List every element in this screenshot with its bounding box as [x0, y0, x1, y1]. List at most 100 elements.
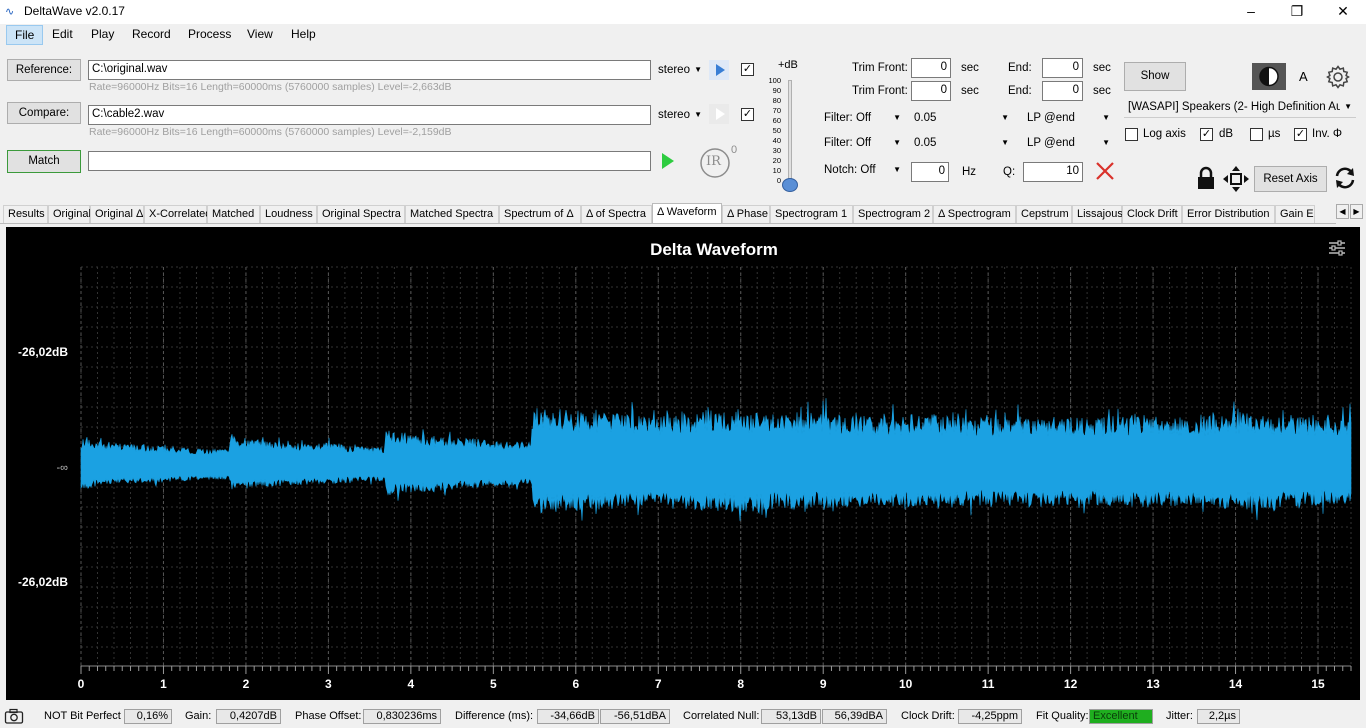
tab-2[interactable]: Original Δ: [90, 205, 144, 223]
menu-record[interactable]: Record: [132, 27, 171, 41]
notch-q-input[interactable]: 10: [1023, 162, 1083, 182]
reference-play-button[interactable]: [709, 60, 729, 80]
trim-end-unit-2: sec: [1093, 85, 1111, 97]
compare-play-button[interactable]: [709, 104, 729, 124]
trim-end-input-1[interactable]: 0: [1042, 58, 1083, 78]
chart-options-icon[interactable]: [1327, 239, 1347, 257]
tab-14[interactable]: Δ Spectrogram: [933, 205, 1016, 223]
minimize-icon[interactable]: –: [1247, 3, 1255, 19]
tab-0[interactable]: Results: [3, 205, 48, 223]
title-bar: ∿ DeltaWave v2.0.17 – ❐ ✕: [0, 0, 1366, 24]
filter-mode-2: LP @end: [1027, 137, 1075, 149]
level-slider-thumb[interactable]: [782, 178, 798, 192]
match-button[interactable]: Match: [7, 150, 81, 173]
tab-scroll-left-icon[interactable]: ◀: [1336, 204, 1349, 219]
tab-11[interactable]: Δ Phase: [722, 205, 770, 223]
match-run-button[interactable]: [657, 151, 677, 171]
menu-play[interactable]: Play: [91, 27, 115, 41]
trim-front-label-2: Trim Front:: [852, 85, 908, 97]
reference-path-input[interactable]: C:\original.wav: [88, 60, 651, 80]
clear-filters-icon[interactable]: [1094, 160, 1116, 182]
pan-move-icon[interactable]: [1222, 165, 1250, 193]
notch-type-select[interactable]: Notch: Off ▼: [820, 161, 905, 181]
filter-type-value-2: Filter: Off: [824, 137, 872, 149]
tab-7[interactable]: Matched Spectra: [405, 205, 499, 223]
difference-label: Difference (ms):: [455, 710, 534, 722]
lock-icon[interactable]: [1195, 165, 1217, 191]
menu-edit[interactable]: Edit: [52, 27, 73, 41]
reference-button[interactable]: Reference:: [7, 59, 81, 81]
menu-file[interactable]: File: [6, 25, 44, 45]
us-checkbox[interactable]: [1250, 128, 1263, 141]
menu-view[interactable]: View: [247, 27, 273, 41]
filter-mode-select-1[interactable]: LP @end ▼: [1023, 109, 1114, 129]
chevron-down-icon: ▼: [1001, 138, 1009, 147]
filter-value-2: 0.05: [914, 137, 937, 149]
gain-value: 0,4207dB: [216, 709, 281, 724]
compare-button[interactable]: Compare:: [7, 102, 81, 124]
camera-icon[interactable]: [4, 707, 24, 725]
filter-mode-select-2[interactable]: LP @end ▼: [1023, 134, 1114, 154]
x-tick-label: 5: [490, 677, 497, 691]
tab-6[interactable]: Original Spectra: [317, 205, 405, 223]
dark-mode-toggle[interactable]: [1252, 63, 1286, 90]
tab-19[interactable]: Gain E: [1275, 205, 1315, 223]
tab-9[interactable]: Δ of Spectra: [581, 205, 652, 223]
trim-front-input-1[interactable]: 0: [911, 58, 951, 78]
show-button[interactable]: Show: [1124, 62, 1186, 91]
filter-value-select-1[interactable]: 0.05 ▼: [910, 109, 1013, 129]
output-device-value: [WASAPI] Speakers (2- High Definition Au…: [1128, 101, 1340, 113]
tab-scroll-buttons: ◀ ▶: [1336, 204, 1363, 220]
level-slider[interactable]: 100 90 80 70 60 50 40 30 20 10 0: [760, 76, 800, 194]
trim-front-input-2[interactable]: 0: [911, 81, 951, 101]
trim-end-input-2[interactable]: 0: [1042, 81, 1083, 101]
reset-axis-button[interactable]: Reset Axis: [1254, 166, 1327, 192]
level-slider-tick: 100: [768, 76, 781, 85]
tab-18[interactable]: Error Distribution: [1182, 205, 1275, 223]
font-size-button[interactable]: A: [1299, 69, 1308, 84]
tab-3[interactable]: X-Correlated: [144, 205, 211, 223]
reference-channel-select[interactable]: stereo ▼: [654, 61, 706, 81]
ir-button[interactable]: IR 0: [698, 144, 738, 180]
filter-type-select-2[interactable]: Filter: Off ▼: [820, 134, 905, 154]
log-axis-checkbox[interactable]: [1125, 128, 1138, 141]
tab-13[interactable]: Spectrogram 2: [853, 205, 933, 223]
tab-5[interactable]: Loudness: [260, 205, 317, 223]
compare-enable-checkbox[interactable]: ✓: [741, 108, 754, 121]
reference-enable-checkbox[interactable]: ✓: [741, 63, 754, 76]
tab-10[interactable]: Δ Waveform: [652, 203, 722, 223]
play-icon: [716, 64, 725, 76]
notch-unit: Hz: [962, 166, 977, 178]
gain-label: Gain:: [185, 710, 212, 722]
settings-gear-icon[interactable]: [1325, 64, 1351, 90]
notch-frequency-input[interactable]: 0: [911, 162, 949, 182]
filter-type-select-1[interactable]: Filter: Off ▼: [820, 109, 905, 129]
filter-value-select-2[interactable]: 0.05 ▼: [910, 134, 1013, 154]
play-icon: [662, 153, 674, 169]
tab-15[interactable]: Cepstrum: [1016, 205, 1072, 223]
tab-17[interactable]: Clock Drift: [1122, 205, 1182, 223]
compare-channel-select[interactable]: stereo ▼: [654, 106, 706, 126]
tab-1[interactable]: Original: [48, 205, 91, 223]
level-slider-tick: 0: [776, 176, 781, 185]
output-device-select[interactable]: [WASAPI] Speakers (2- High Definition Au…: [1124, 98, 1356, 118]
tab-4[interactable]: Matched: [207, 205, 260, 223]
x-tick-label: 9: [820, 677, 827, 691]
tab-strip: Results Original Original Δ X-Correlated Mat…: [0, 203, 1336, 224]
refresh-icon[interactable]: [1332, 165, 1358, 191]
restore-icon[interactable]: ❐: [1290, 3, 1304, 19]
tab-12[interactable]: Spectrogram 1: [770, 205, 853, 223]
close-icon[interactable]: ✕: [1337, 3, 1349, 19]
delta-waveform-chart[interactable]: Delta Waveform 0 1 2 3 4 5 6 7 8 9 10 11 12 13 14 15 -26,…: [6, 227, 1360, 700]
menu-process[interactable]: Process: [188, 27, 232, 41]
waveform-area: [80, 398, 1352, 521]
clock-drift-value: -4,25ppm: [958, 709, 1022, 724]
tab-16[interactable]: Lissajous: [1072, 205, 1123, 223]
tab-8[interactable]: Spectrum of Δ: [499, 205, 581, 223]
compare-path-input[interactable]: C:\cable2.wav: [88, 105, 651, 125]
filter-mode-1: LP @end: [1027, 112, 1075, 124]
tab-scroll-right-icon[interactable]: ▶: [1350, 204, 1363, 219]
db-checkbox[interactable]: ✓: [1200, 128, 1213, 141]
menu-help[interactable]: Help: [291, 27, 316, 41]
invert-phase-checkbox[interactable]: ✓: [1294, 128, 1307, 141]
